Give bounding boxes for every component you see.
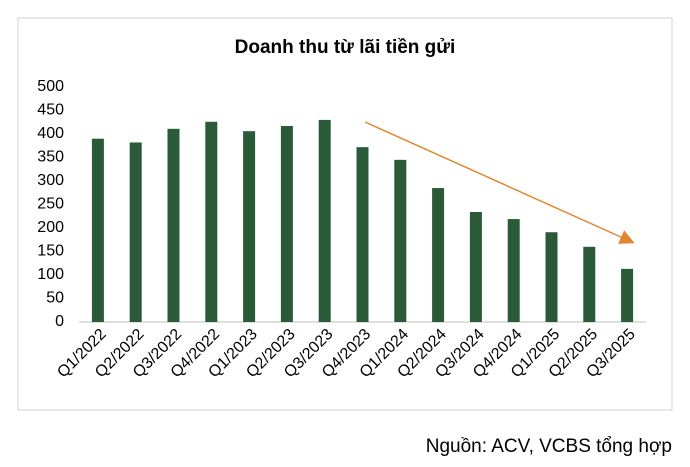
y-tick-label: 450 (37, 102, 64, 119)
y-tick-label: 50 (46, 290, 64, 307)
bar (583, 246, 596, 322)
bar (205, 121, 218, 322)
bar (545, 232, 558, 322)
bar (129, 142, 142, 322)
y-tick-label: 350 (37, 149, 64, 166)
y-tick-label: 500 (37, 78, 64, 95)
bar (507, 219, 520, 322)
bar (243, 131, 256, 322)
trend-arrow (364, 121, 635, 244)
bar (394, 159, 407, 322)
y-tick-label: 200 (37, 219, 64, 236)
y-tick-label: 0 (55, 313, 64, 330)
bar (621, 268, 634, 322)
bar (469, 212, 482, 322)
y-tick-label: 150 (37, 243, 64, 260)
bar (91, 138, 104, 322)
bar (356, 147, 369, 322)
y-tick-label: 300 (37, 172, 64, 189)
y-tick-label: 250 (37, 196, 64, 213)
chart-frame (17, 17, 673, 411)
y-tick-label: 400 (37, 125, 64, 142)
bar (432, 188, 445, 322)
chart-title: Doanh thu từ lãi tiền gửi (235, 37, 456, 58)
bar (167, 128, 180, 322)
bar (318, 119, 331, 323)
y-tick-label: 100 (37, 266, 64, 283)
bar (280, 126, 293, 322)
source-note: Nguồn: ACV, VCBS tổng hợp (426, 436, 672, 457)
